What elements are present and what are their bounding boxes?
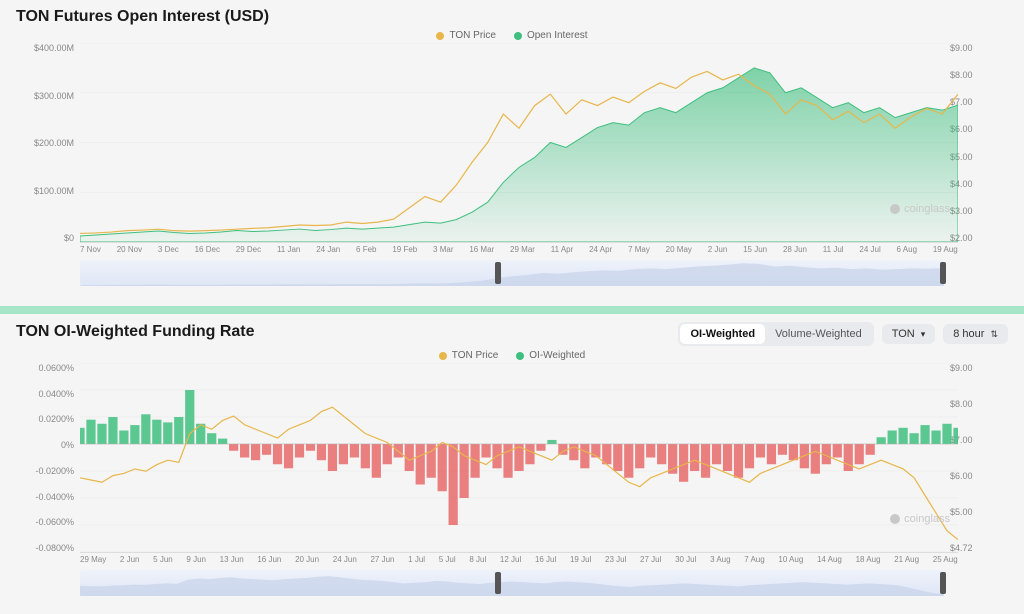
minimap-handle-left[interactable] bbox=[495, 572, 501, 594]
plot-area[interactable] bbox=[80, 363, 958, 553]
panel-divider bbox=[0, 306, 1024, 314]
legend-dot-icon bbox=[439, 352, 447, 360]
chart-area[interactable]: $400.00M$300.00M$200.00M$100.00M$0 $9.00… bbox=[16, 43, 1008, 243]
legend-dot-icon bbox=[516, 352, 524, 360]
legend-item: TON Price bbox=[439, 350, 499, 361]
chart-title: TON OI-Weighted Funding Rate bbox=[16, 323, 255, 341]
x-axis: 29 May2 Jun5 Jun9 Jun13 Jun16 Jun20 Jun2… bbox=[80, 555, 958, 564]
chart-controls: OI-Weighted Volume-Weighted TON ▾ 8 hour… bbox=[678, 322, 1008, 346]
symbol-value: TON bbox=[892, 328, 915, 340]
minimap-handle-left[interactable] bbox=[495, 262, 501, 284]
minimap-handle-right[interactable] bbox=[940, 572, 946, 594]
chart-area[interactable]: 0.0600%0.0400%0.0200%0%-0.0200%-0.0400%-… bbox=[16, 363, 1008, 553]
watermark-text: coinglass bbox=[904, 203, 950, 215]
legend-label: Open Interest bbox=[527, 30, 588, 41]
minimap-handle-right[interactable] bbox=[940, 262, 946, 284]
watermark: coinglass bbox=[889, 203, 950, 215]
symbol-dropdown[interactable]: TON ▾ bbox=[882, 324, 936, 344]
chart-title: TON Futures Open Interest (USD) bbox=[16, 8, 1008, 26]
legend-item: OI-Weighted bbox=[516, 350, 585, 361]
legend-item: TON Price bbox=[436, 30, 496, 41]
watermark-text: coinglass bbox=[904, 513, 950, 525]
watermark-icon bbox=[889, 203, 901, 215]
watermark-icon bbox=[889, 513, 901, 525]
x-axis: 7 Nov20 Nov3 Dec16 Dec29 Dec11 Jan24 Jan… bbox=[80, 245, 958, 254]
legend-item: Open Interest bbox=[514, 30, 588, 41]
funding-rate-panel: TON OI-Weighted Funding Rate OI-Weighted… bbox=[0, 314, 1024, 614]
weight-toggle-group: OI-Weighted Volume-Weighted bbox=[678, 322, 873, 346]
interval-value: 8 hour bbox=[953, 328, 984, 340]
legend-dot-icon bbox=[436, 32, 444, 40]
plot-area[interactable] bbox=[80, 43, 958, 243]
legend-label: OI-Weighted bbox=[529, 350, 585, 361]
legend: TON Price Open Interest bbox=[16, 30, 1008, 41]
y-axis-left: $400.00M$300.00M$200.00M$100.00M$0 bbox=[16, 43, 78, 243]
legend-label: TON Price bbox=[449, 30, 496, 41]
chevron-down-icon: ▾ bbox=[921, 329, 926, 340]
updown-icon: ⇅ bbox=[990, 329, 998, 340]
legend: TON Price OI-Weighted bbox=[16, 350, 1008, 361]
y-axis-left: 0.0600%0.0400%0.0200%0%-0.0200%-0.0400%-… bbox=[16, 363, 78, 553]
open-interest-panel: TON Futures Open Interest (USD) TON Pric… bbox=[0, 0, 1024, 306]
toggle-volume-weighted[interactable]: Volume-Weighted bbox=[765, 324, 872, 344]
watermark: coinglass bbox=[889, 513, 950, 525]
toggle-oi-weighted[interactable]: OI-Weighted bbox=[680, 324, 765, 344]
minimap[interactable] bbox=[80, 570, 944, 596]
legend-dot-icon bbox=[514, 32, 522, 40]
legend-label: TON Price bbox=[452, 350, 499, 361]
interval-dropdown[interactable]: 8 hour ⇅ bbox=[943, 324, 1008, 344]
minimap[interactable] bbox=[80, 260, 944, 286]
